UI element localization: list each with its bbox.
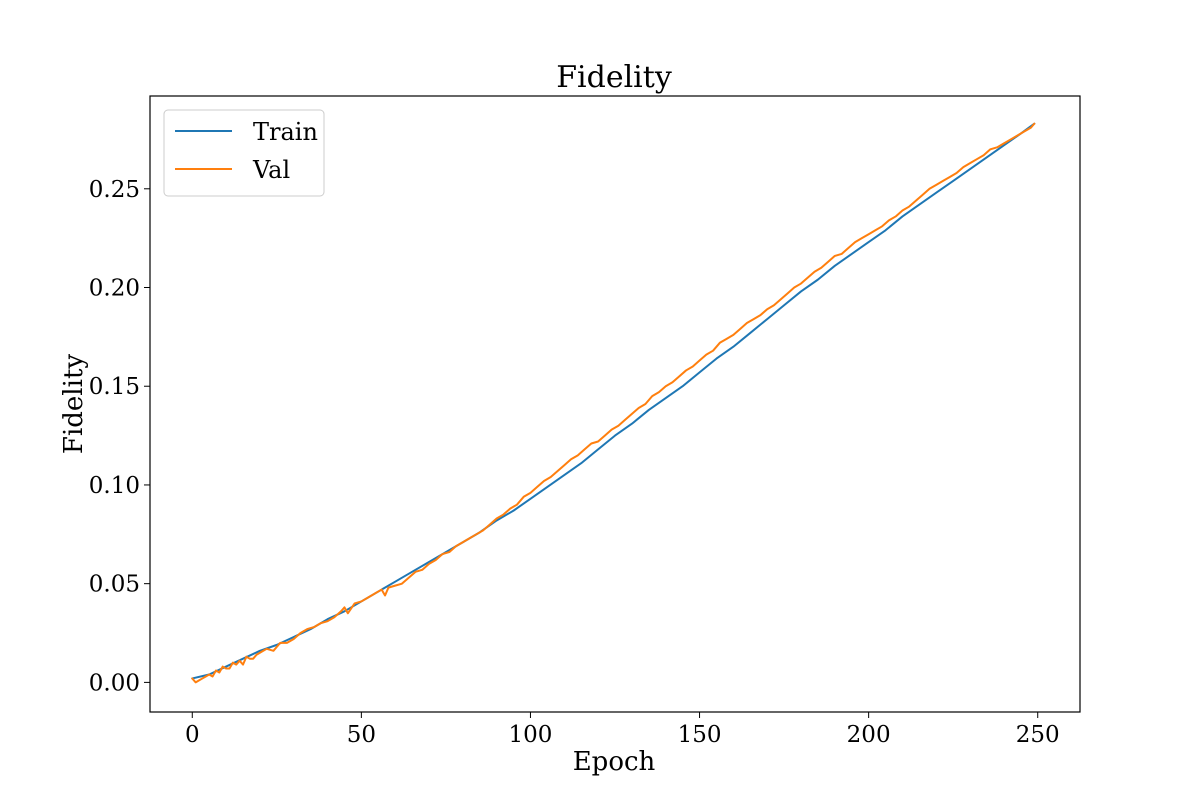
y-tick-label: 0.15	[89, 374, 140, 400]
chart-title: Fidelity	[556, 60, 672, 95]
y-tick-label: 0.10	[89, 473, 140, 499]
x-tick-label: 50	[347, 722, 376, 748]
y-axis-label: Fidelity	[59, 354, 89, 454]
y-tick-label: 0.00	[89, 670, 140, 696]
plot-frame	[149, 95, 1081, 713]
series-line-val	[191, 122, 1036, 684]
x-tick-label: 250	[1016, 722, 1060, 748]
y-tick-label: 0.25	[89, 177, 140, 203]
x-tick-label: 100	[509, 722, 553, 748]
y-tick-label: 0.20	[89, 276, 140, 302]
legend-label-train: Train	[253, 118, 318, 146]
legend-label-val: Val	[252, 156, 290, 184]
x-axis-label: Epoch	[573, 747, 656, 777]
x-tick-label: 0	[185, 722, 200, 748]
y-axis: 0.00 0.05 0.10 0.15 0.20 0.25	[89, 177, 150, 696]
x-axis: 0 50 100 150 200 250	[185, 712, 1060, 748]
series-layer	[191, 122, 1036, 684]
legend: Train Val	[163, 109, 325, 197]
x-tick-label: 150	[678, 722, 722, 748]
y-tick-label: 0.05	[89, 572, 140, 598]
x-tick-label: 200	[847, 722, 891, 748]
series-line-train	[191, 122, 1036, 680]
